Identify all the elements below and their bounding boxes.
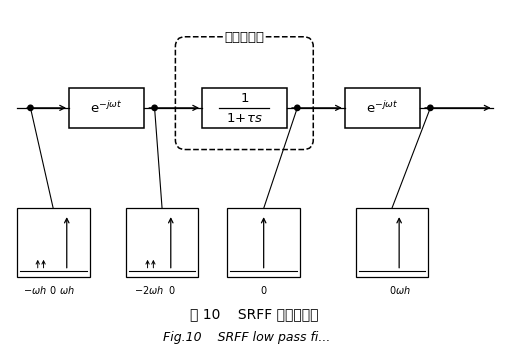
Bar bbox=[228, 208, 300, 277]
Text: $\omega h$: $\omega h$ bbox=[59, 284, 75, 296]
FancyBboxPatch shape bbox=[175, 37, 313, 150]
Text: $0$: $0$ bbox=[389, 284, 397, 296]
Circle shape bbox=[28, 105, 33, 110]
Bar bbox=[202, 88, 287, 128]
Bar bbox=[126, 208, 198, 277]
Bar bbox=[345, 88, 420, 128]
Text: $1\!+\!\tau s$: $1\!+\!\tau s$ bbox=[226, 112, 263, 125]
Text: $0$: $0$ bbox=[168, 284, 175, 296]
Circle shape bbox=[152, 105, 157, 110]
Text: $1$: $1$ bbox=[240, 91, 249, 104]
Text: $0$: $0$ bbox=[48, 284, 56, 296]
Text: $0$: $0$ bbox=[260, 284, 267, 296]
Bar bbox=[356, 208, 428, 277]
Bar bbox=[17, 208, 89, 277]
Text: 低通滤波器: 低通滤波器 bbox=[225, 31, 264, 44]
Text: $\mathrm{e}^{-j\omega t}$: $\mathrm{e}^{-j\omega t}$ bbox=[90, 100, 122, 116]
Text: $\omega h$: $\omega h$ bbox=[395, 284, 410, 296]
Text: $-2\omega h$: $-2\omega h$ bbox=[134, 284, 164, 296]
Text: Fig.10    SRFF low pass fi...: Fig.10 SRFF low pass fi... bbox=[163, 331, 330, 344]
Bar bbox=[69, 88, 144, 128]
Circle shape bbox=[295, 105, 300, 110]
Circle shape bbox=[428, 105, 433, 110]
Text: 图 10    SRFF 低通滤波器: 图 10 SRFF 低通滤波器 bbox=[190, 307, 318, 321]
Text: $\mathrm{e}^{-j\omega t}$: $\mathrm{e}^{-j\omega t}$ bbox=[366, 100, 398, 116]
Text: $-\omega h$: $-\omega h$ bbox=[23, 284, 47, 296]
